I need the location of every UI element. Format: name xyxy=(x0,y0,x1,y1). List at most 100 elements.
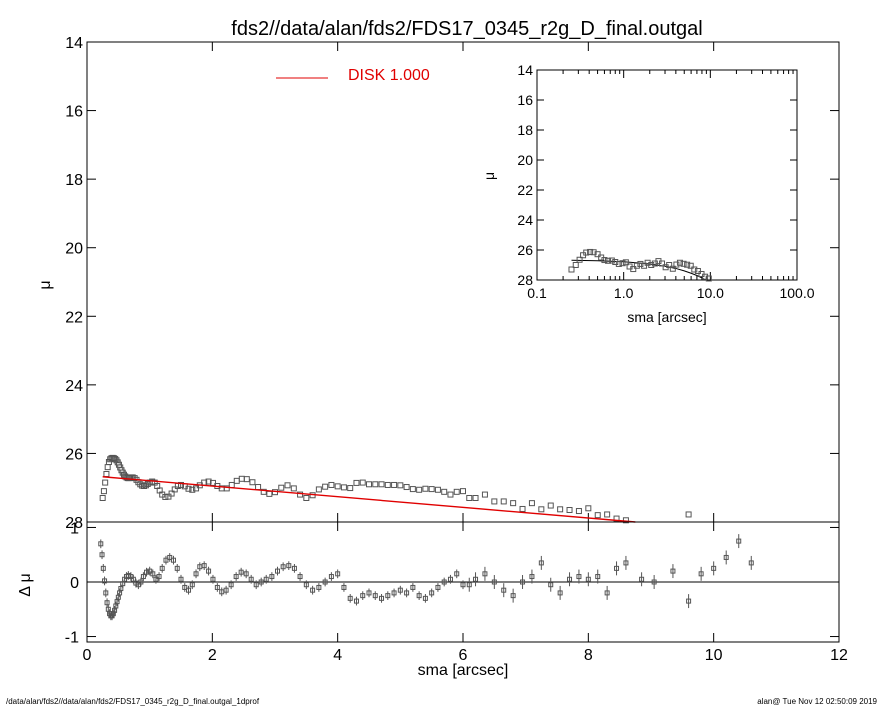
residual-marker xyxy=(454,571,460,577)
residual-point xyxy=(291,564,297,573)
residual-point xyxy=(614,561,620,576)
main-x-axis-top xyxy=(86,42,840,522)
main-data-point xyxy=(193,485,200,492)
inset-x-axis-label: sma [arcsec] xyxy=(627,309,706,325)
main-data-point xyxy=(557,506,564,513)
residual-marker xyxy=(404,590,410,596)
main-data-point xyxy=(243,476,250,483)
residual-marker xyxy=(297,574,303,580)
residual-marker xyxy=(353,598,359,604)
inset-y-tick-label: 20 xyxy=(517,152,533,168)
residual-marker xyxy=(182,584,188,590)
main-data-point xyxy=(103,471,110,477)
residual-marker xyxy=(347,595,353,601)
residual-marker xyxy=(567,576,573,582)
residual-y-tick-label: -1 xyxy=(65,630,79,647)
main-data-point xyxy=(238,475,245,482)
residual-marker xyxy=(238,569,244,575)
residual-point xyxy=(128,572,134,581)
residual-point xyxy=(150,569,156,579)
residual-point xyxy=(482,566,488,581)
residual-marker xyxy=(585,576,591,582)
residual-point xyxy=(748,555,754,570)
footer-file-path: /data/alan/fds2//data/alan/fds2/FDS17_03… xyxy=(6,697,260,706)
chart-title: fds2//data/alan/fds2/FDS17_0345_r2g_D_fi… xyxy=(231,18,702,40)
residual-point xyxy=(135,580,141,590)
residual-marker xyxy=(529,574,535,580)
residual-marker xyxy=(328,574,334,580)
residual-marker xyxy=(520,579,526,585)
main-data-point xyxy=(228,481,235,488)
residual-point xyxy=(104,598,110,608)
residual-marker xyxy=(748,560,754,566)
inset-y-tick-label: 24 xyxy=(517,212,533,228)
residual-point xyxy=(429,588,435,598)
main-data-point xyxy=(422,485,429,492)
residual-marker xyxy=(248,576,254,582)
residual-point xyxy=(711,561,717,576)
main-data-point xyxy=(266,490,273,497)
main-data-point xyxy=(99,495,106,501)
residual-point xyxy=(303,580,309,590)
residual-marker xyxy=(103,590,109,596)
residual-point xyxy=(258,577,264,587)
residual-point xyxy=(651,575,657,589)
residual-point xyxy=(238,567,244,577)
main-data-point xyxy=(131,475,138,482)
residual-marker xyxy=(201,563,207,569)
residual-point xyxy=(670,564,676,579)
residual-marker xyxy=(98,541,104,547)
main-y-tick-label: 26 xyxy=(65,446,83,463)
main-y-tick-label: 14 xyxy=(65,35,83,52)
main-data-point xyxy=(391,481,398,488)
residual-marker xyxy=(576,574,582,580)
main-data-point xyxy=(491,498,498,505)
main-data-point xyxy=(416,486,423,493)
residual-point xyxy=(197,562,203,572)
residual-point xyxy=(269,572,275,581)
residual-x-tick-label: 4 xyxy=(333,647,342,664)
inset-data-point xyxy=(630,266,637,273)
residual-marker xyxy=(341,584,347,590)
main-data-point xyxy=(510,500,517,507)
residual-marker xyxy=(623,560,629,566)
main-data-point xyxy=(102,479,109,486)
residual-point xyxy=(140,572,146,581)
residual-point xyxy=(595,569,601,584)
residual-marker xyxy=(130,576,136,582)
residual-marker xyxy=(286,563,292,569)
residual-x-axis: 0 2 4 6 8 10 12 xyxy=(83,522,848,664)
main-data-point xyxy=(481,491,488,498)
legend: DISK 1.000 xyxy=(276,67,430,84)
inset-data-point xyxy=(702,273,709,280)
residual-point xyxy=(510,588,516,603)
residual-point xyxy=(310,585,316,595)
residual-point xyxy=(219,587,225,597)
residual-point xyxy=(404,588,410,598)
inset-data-point xyxy=(669,265,676,272)
residual-point xyxy=(460,580,466,590)
main-data-point xyxy=(594,512,601,519)
residual-point xyxy=(567,572,573,587)
main-data-point xyxy=(359,479,366,486)
main-data-point xyxy=(453,488,460,495)
residual-y-axis: -1 0 1 xyxy=(65,520,839,647)
residual-point xyxy=(99,550,105,560)
residual-marker xyxy=(223,587,229,593)
main-data-point xyxy=(547,502,554,509)
residual-point xyxy=(125,571,131,580)
residual-point xyxy=(736,534,742,549)
residual-point xyxy=(585,572,591,587)
inset-data-point xyxy=(615,260,622,267)
residual-x-tick-label: 10 xyxy=(705,647,723,664)
residual-error-bars xyxy=(98,534,754,621)
main-data-point xyxy=(466,495,473,501)
residual-marker xyxy=(604,590,610,596)
residual-point xyxy=(557,585,563,600)
main-data-point xyxy=(622,517,629,524)
residual-point xyxy=(447,574,453,584)
main-data-points xyxy=(99,454,692,524)
residual-point xyxy=(360,591,366,600)
residual-marker xyxy=(491,579,497,585)
residual-marker xyxy=(100,565,106,571)
